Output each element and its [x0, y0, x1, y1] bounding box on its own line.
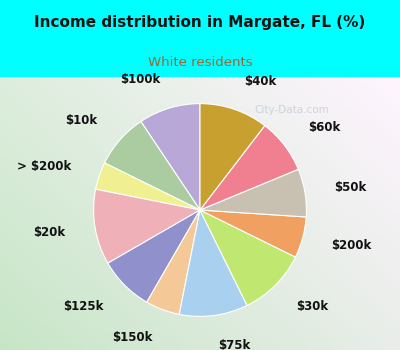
Text: $20k: $20k: [34, 226, 66, 239]
Text: $50k: $50k: [334, 181, 367, 194]
Text: $10k: $10k: [66, 114, 98, 127]
Wedge shape: [200, 169, 306, 217]
Wedge shape: [108, 210, 200, 302]
Text: > $200k: > $200k: [17, 160, 71, 173]
Text: City-Data.com: City-Data.com: [255, 105, 329, 115]
Wedge shape: [104, 121, 200, 210]
Text: $30k: $30k: [296, 300, 328, 313]
Wedge shape: [200, 104, 265, 210]
Text: $40k: $40k: [244, 75, 276, 88]
Text: White residents: White residents: [148, 56, 252, 69]
Text: Income distribution in Margate, FL (%): Income distribution in Margate, FL (%): [34, 15, 366, 30]
Wedge shape: [96, 163, 200, 210]
Text: $100k: $100k: [120, 73, 160, 86]
Wedge shape: [200, 210, 306, 257]
Wedge shape: [147, 210, 200, 314]
Text: $125k: $125k: [63, 300, 104, 313]
Text: $200k: $200k: [332, 239, 372, 252]
Text: $75k: $75k: [218, 338, 250, 350]
Text: $150k: $150k: [112, 331, 152, 344]
Wedge shape: [179, 210, 247, 316]
Wedge shape: [200, 210, 296, 306]
Wedge shape: [200, 126, 298, 210]
Text: $60k: $60k: [308, 121, 340, 134]
Wedge shape: [141, 104, 200, 210]
Wedge shape: [94, 189, 200, 263]
